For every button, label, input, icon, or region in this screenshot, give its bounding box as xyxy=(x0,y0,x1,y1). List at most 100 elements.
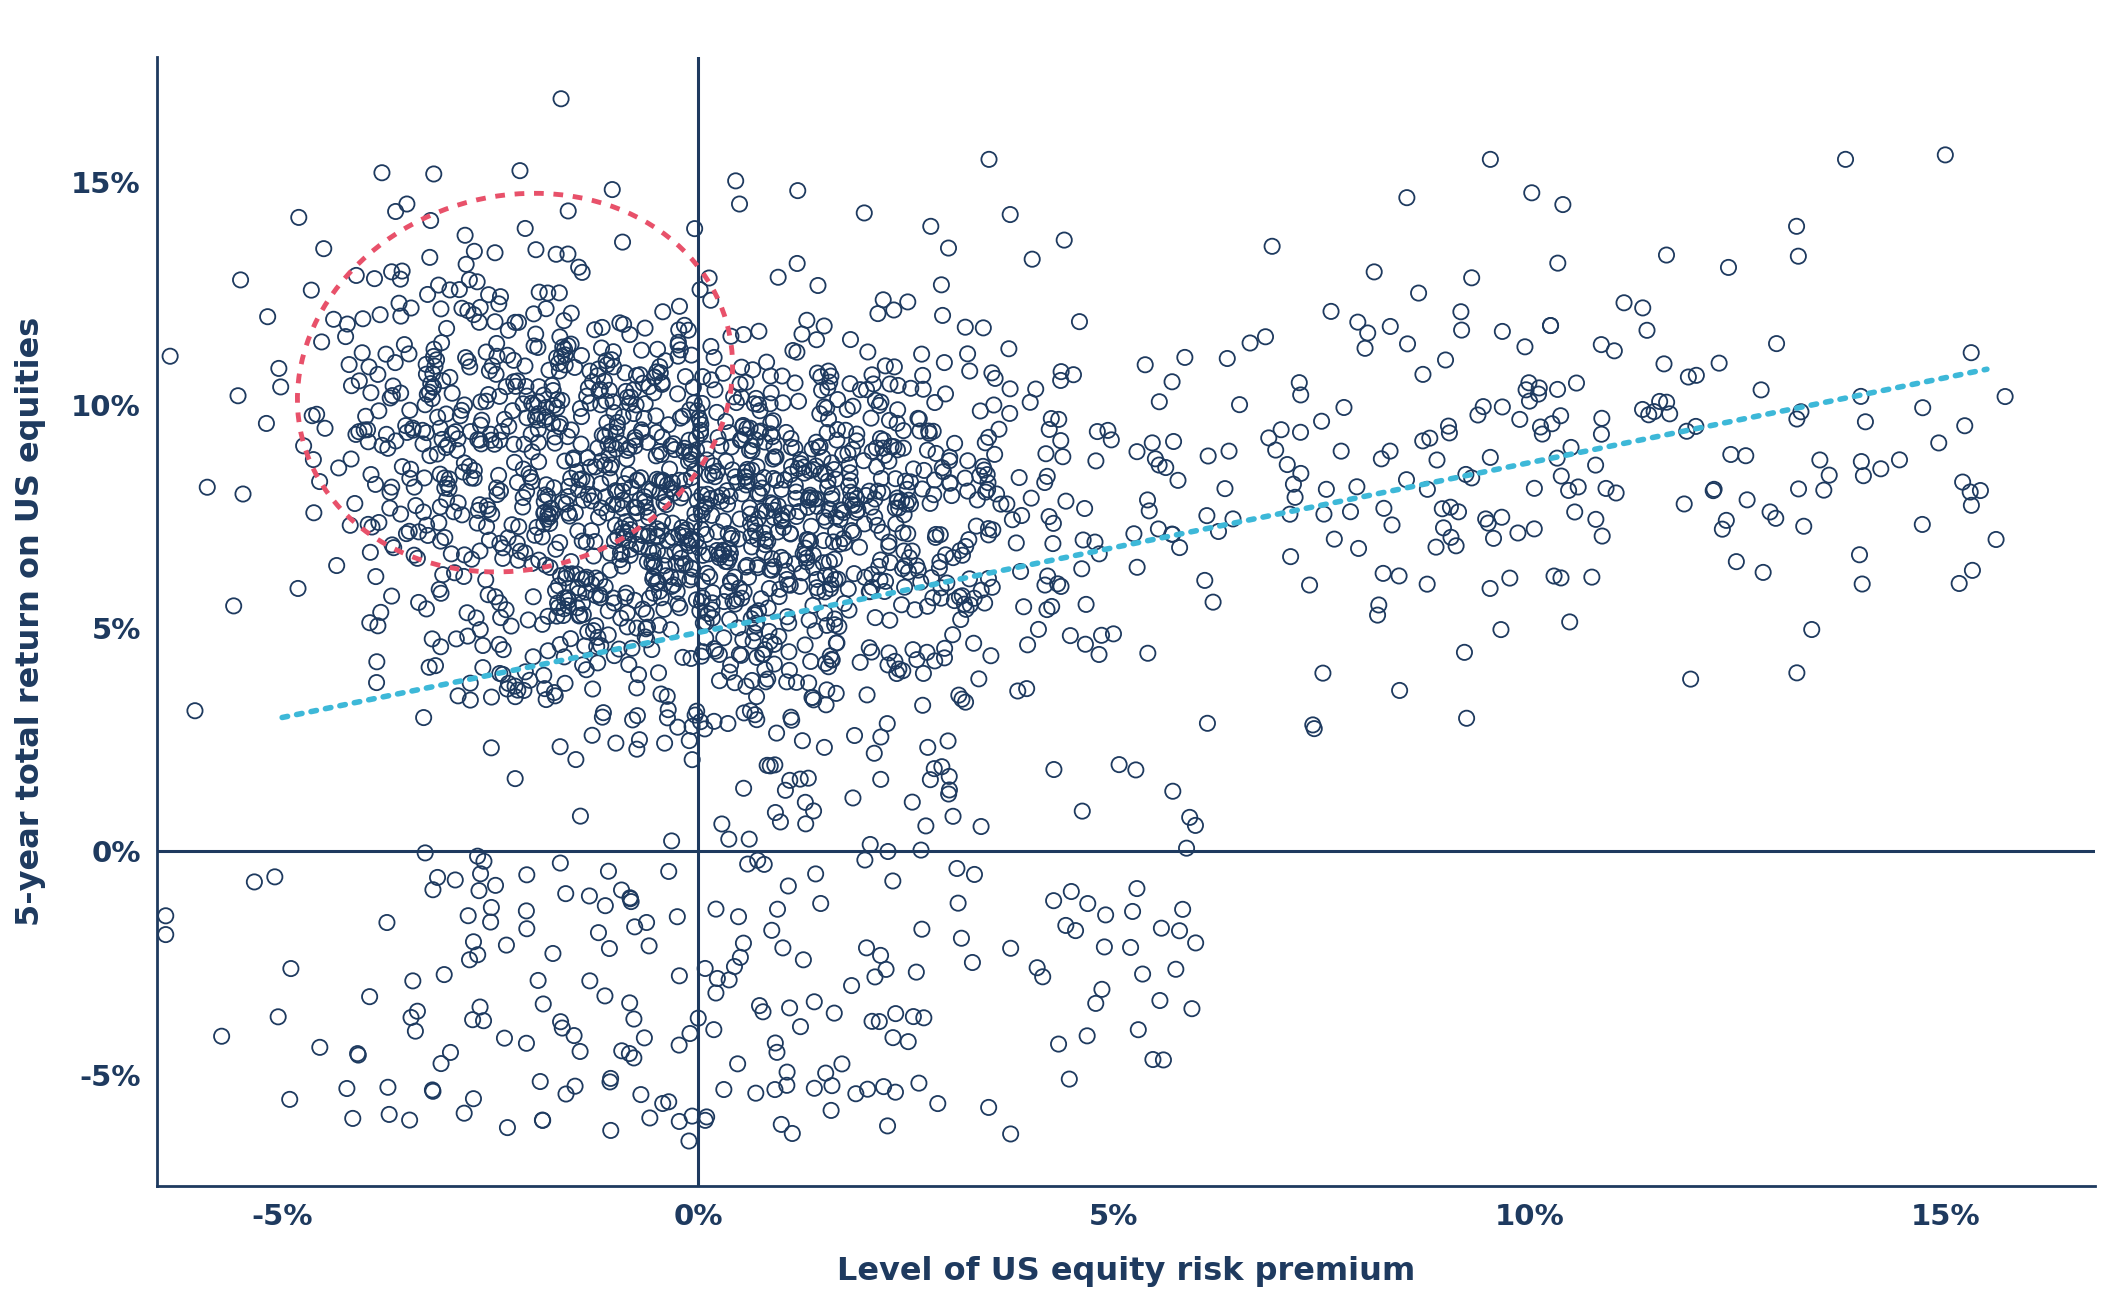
Point xyxy=(528,491,561,512)
Point xyxy=(525,526,559,547)
Point xyxy=(663,470,696,491)
Point xyxy=(1101,754,1135,775)
Point xyxy=(627,408,660,428)
Point xyxy=(449,254,483,275)
Point xyxy=(1028,473,1061,493)
Point xyxy=(757,654,791,674)
Point xyxy=(791,497,825,518)
Point xyxy=(669,366,703,387)
Point xyxy=(798,801,831,822)
Point xyxy=(464,996,498,1017)
Point xyxy=(658,439,692,460)
Point xyxy=(627,1027,660,1048)
Point xyxy=(781,253,814,273)
Point xyxy=(618,427,652,448)
Point xyxy=(511,385,544,406)
Point xyxy=(886,559,920,579)
Point xyxy=(766,366,800,387)
Point xyxy=(454,357,487,378)
Point xyxy=(694,336,728,357)
Point xyxy=(589,426,622,447)
Point xyxy=(779,475,812,496)
Point xyxy=(994,404,1028,424)
Point xyxy=(1315,301,1348,322)
Point xyxy=(1382,680,1416,700)
Point xyxy=(956,952,990,973)
Point xyxy=(365,163,399,184)
Point xyxy=(530,689,563,710)
Point xyxy=(696,582,730,603)
Point xyxy=(1517,518,1551,539)
Point xyxy=(430,318,464,339)
Point xyxy=(667,441,701,462)
Point xyxy=(679,400,713,421)
Point xyxy=(414,374,447,395)
Point xyxy=(483,663,517,684)
Point xyxy=(1306,504,1340,525)
Point xyxy=(428,478,462,499)
Point xyxy=(707,363,741,384)
Point xyxy=(954,595,987,616)
Point xyxy=(534,557,568,578)
Point xyxy=(808,464,842,484)
Point xyxy=(515,471,549,492)
Point xyxy=(701,521,734,542)
Point xyxy=(861,556,895,577)
Point xyxy=(776,340,810,361)
Point xyxy=(1760,333,1794,354)
Point xyxy=(565,531,599,552)
Point xyxy=(627,372,660,393)
Point xyxy=(844,379,878,400)
Point xyxy=(1078,531,1112,552)
Point xyxy=(1283,372,1317,393)
Point xyxy=(1703,353,1737,374)
Point xyxy=(352,431,386,452)
Point xyxy=(675,716,709,737)
Point xyxy=(1730,490,1764,510)
Point xyxy=(808,737,842,758)
Point xyxy=(893,561,926,582)
Point xyxy=(392,521,426,542)
Point xyxy=(783,453,817,474)
Point xyxy=(800,488,833,509)
Point xyxy=(1585,408,1618,428)
Point xyxy=(779,482,812,503)
Point xyxy=(654,831,688,852)
Point xyxy=(871,531,905,552)
Point xyxy=(563,398,597,419)
Point xyxy=(224,270,257,290)
Point xyxy=(1066,559,1099,579)
Point xyxy=(667,315,701,336)
Point xyxy=(722,578,755,599)
Point xyxy=(747,432,781,453)
Point xyxy=(764,479,798,500)
Point xyxy=(726,587,760,608)
Point xyxy=(629,913,663,934)
Point xyxy=(646,374,679,395)
Point xyxy=(481,346,515,367)
Point xyxy=(675,467,709,488)
Point xyxy=(724,509,757,530)
Point xyxy=(538,685,572,706)
Point xyxy=(979,483,1013,504)
Point xyxy=(335,375,369,396)
Point xyxy=(836,495,869,516)
Point xyxy=(644,362,677,383)
Point xyxy=(656,513,690,534)
Point xyxy=(454,690,487,711)
Point xyxy=(618,590,652,611)
Point xyxy=(506,496,540,517)
Point xyxy=(755,560,789,581)
Point xyxy=(492,415,525,436)
Point xyxy=(755,449,789,470)
Point xyxy=(905,479,939,500)
Point xyxy=(688,628,722,648)
Point xyxy=(952,480,985,501)
Point xyxy=(1625,398,1658,419)
Point xyxy=(1450,464,1483,484)
Point xyxy=(342,422,376,443)
Point xyxy=(618,917,652,937)
Point xyxy=(1485,322,1519,342)
Point xyxy=(376,535,409,556)
Point xyxy=(1829,148,1863,169)
